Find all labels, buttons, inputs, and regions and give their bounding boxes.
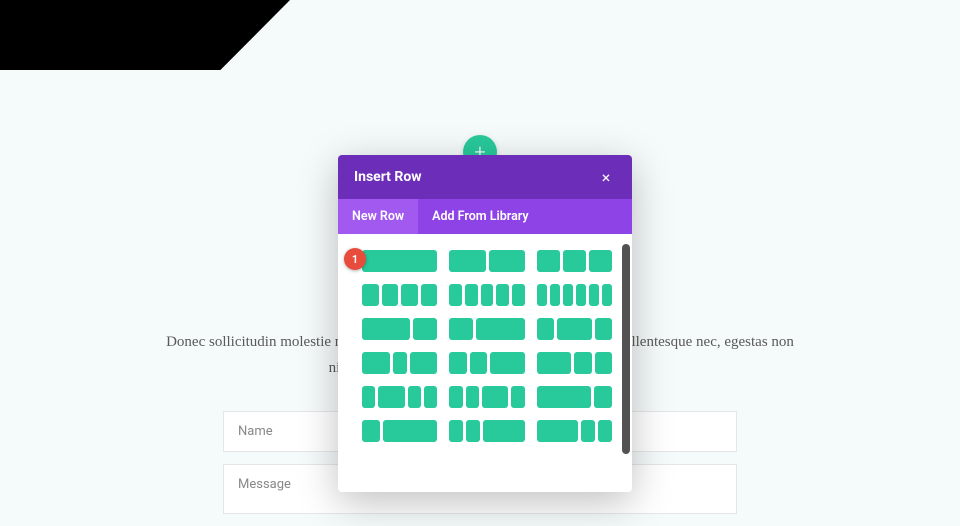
layout-column [581,420,595,442]
layout-column [550,284,560,306]
layout-option[interactable] [362,352,437,374]
annotation-badge: 1 [344,248,366,270]
layout-column [362,250,437,272]
layout-option[interactable] [362,250,437,272]
layout-option[interactable] [449,318,524,340]
layout-column [382,284,399,306]
layout-column [449,250,485,272]
layout-column [465,284,478,306]
layout-option[interactable] [449,284,524,306]
layout-option[interactable] [362,284,437,306]
layout-column [362,318,410,340]
close-button[interactable]: × [596,167,616,187]
layout-column [490,352,525,374]
layout-option[interactable] [537,352,612,374]
layout-option[interactable] [537,386,612,408]
layout-column [424,386,437,408]
tab-new-row[interactable]: New Row [338,199,418,234]
layout-column [476,318,524,340]
layout-column [557,318,592,340]
layout-option[interactable] [449,250,524,272]
layout-column [449,284,462,306]
layout-option[interactable] [449,352,524,374]
scrollbar[interactable] [622,244,630,454]
layout-column [598,420,612,442]
layout-column [482,386,509,408]
layout-column [576,284,586,306]
layout-column [421,284,438,306]
layout-column [483,420,525,442]
layout-column [496,284,509,306]
layout-column [537,284,547,306]
name-placeholder: Name [238,424,273,439]
layouts-grid [352,250,618,442]
layout-column [362,420,380,442]
layout-column [537,420,579,442]
tab-add-from-library[interactable]: Add From Library [418,199,542,234]
layout-column [449,386,462,408]
layout-column [413,318,437,340]
layout-column [449,318,473,340]
insert-row-modal: Insert Row × New Row Add From Library 1 [338,155,632,492]
layout-column [589,250,612,272]
layout-column [410,352,438,374]
layout-option[interactable] [537,250,612,272]
layout-column [489,250,525,272]
layout-column [378,386,405,408]
layout-column [537,386,591,408]
layout-column [362,284,379,306]
layout-column [595,352,612,374]
layout-column [594,386,612,408]
layout-option[interactable] [449,386,524,408]
message-placeholder: Message [238,477,291,492]
layout-column [362,386,375,408]
modal-header: Insert Row × [338,155,632,199]
layout-column [449,420,463,442]
layouts-panel: 1 [338,234,632,492]
layout-column [393,352,407,374]
layout-option[interactable] [362,420,437,442]
layout-option[interactable] [537,420,612,442]
layout-column [574,352,591,374]
layout-column [466,420,480,442]
layout-option[interactable] [362,386,437,408]
layout-option[interactable] [537,284,612,306]
layout-column [383,420,437,442]
modal-title: Insert Row [354,169,422,185]
layout-column [512,284,525,306]
layout-option[interactable] [537,318,612,340]
layout-column [401,284,418,306]
layout-column [537,352,572,374]
layout-column [602,284,612,306]
layout-column [595,318,612,340]
layout-column [537,250,560,272]
layout-column [537,318,554,340]
modal-tabs: New Row Add From Library [338,199,632,234]
layout-option[interactable] [362,318,437,340]
layout-column [362,352,390,374]
layout-column [563,284,573,306]
layout-column [449,352,466,374]
close-icon: × [602,168,611,187]
layout-column [481,284,494,306]
layout-option[interactable] [449,420,524,442]
layout-column [511,386,524,408]
layout-column [470,352,487,374]
layout-column [408,386,421,408]
layout-column [466,386,479,408]
layout-column [589,284,599,306]
layout-column [563,250,586,272]
